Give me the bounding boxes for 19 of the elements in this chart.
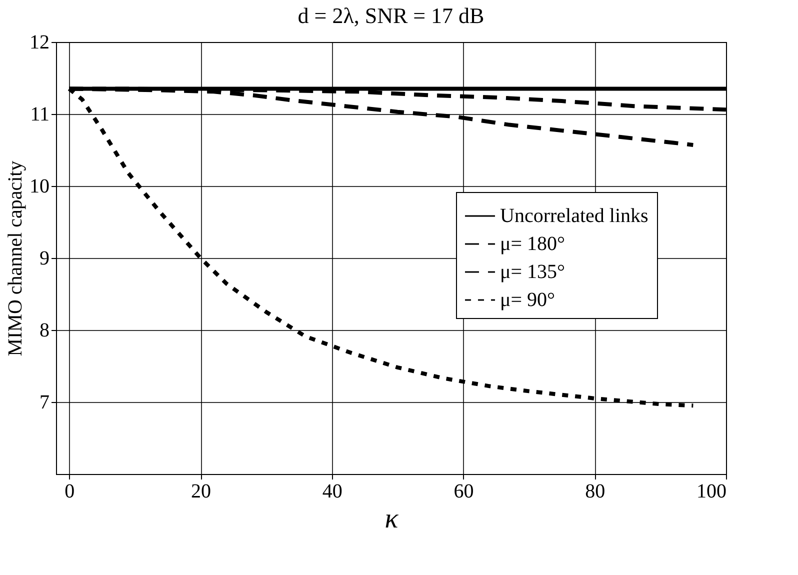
y-tick-label: 10 (30, 176, 50, 198)
y-tick-label: 8 (40, 320, 50, 342)
legend-label: μ= 90° (500, 289, 555, 311)
legend-label: μ= 135° (500, 261, 565, 283)
chart-title: d = 2λ, SNR = 17 dB (298, 3, 484, 28)
y-tick-label: 12 (30, 32, 50, 54)
x-tick-label: 20 (191, 480, 212, 502)
y-tick-label: 9 (40, 248, 50, 270)
x-tick-label: 80 (585, 480, 606, 502)
x-tick-label: 0 (64, 480, 75, 502)
y-tick-label: 11 (30, 104, 50, 126)
legend-label: μ= 180° (500, 233, 565, 255)
x-tick-label: 60 (454, 480, 474, 502)
x-tick-label: 40 (322, 480, 342, 502)
x-axis-title: κ (384, 504, 399, 534)
legend-label: Uncorrelated links (500, 205, 648, 227)
x-tick-label: 100 (696, 480, 726, 502)
y-tick-label: 7 (40, 392, 50, 414)
y-axis-title: MIMO channel capacity (4, 160, 26, 356)
